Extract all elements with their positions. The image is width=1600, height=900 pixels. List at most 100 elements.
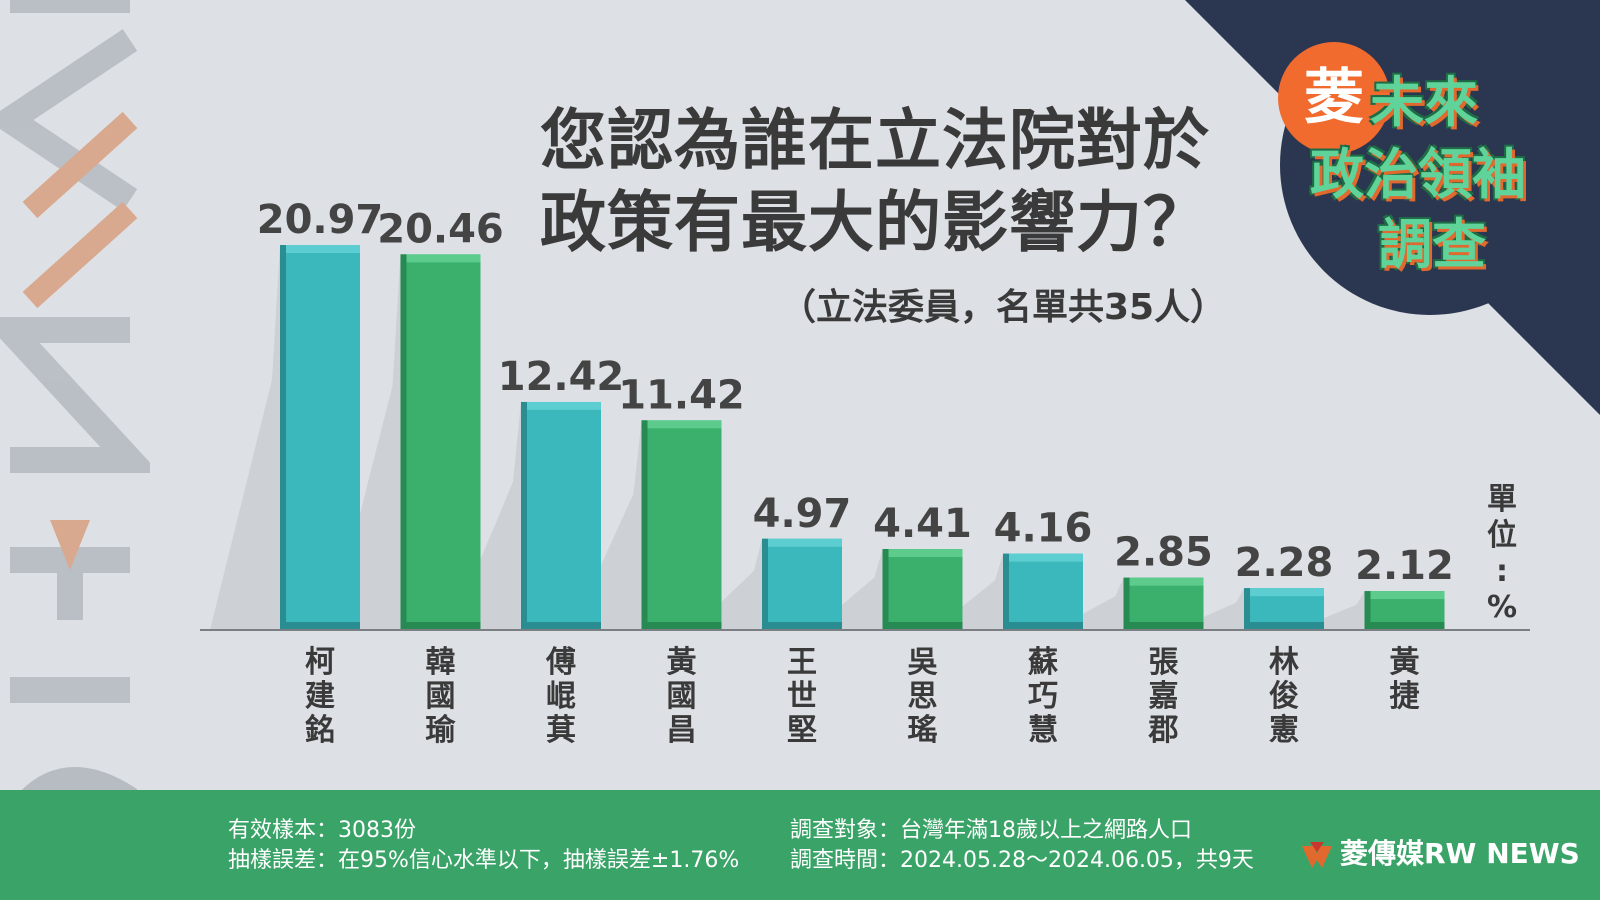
category-char: 思 — [908, 679, 938, 714]
footer-period: 調查時間：2024.05.28～2024.06.05，共9天 — [790, 848, 1254, 873]
chart-subtitle: （立法委員，名單共35人） — [780, 287, 1227, 328]
category-label: 張嘉郡 — [1148, 645, 1179, 748]
category-char: 捷 — [1390, 679, 1420, 714]
bar — [882, 549, 963, 630]
bar-side-bevel — [400, 254, 407, 630]
category-label: 傅崐萁 — [545, 645, 576, 748]
bar-韓國瑜 — [400, 254, 481, 630]
bar-top-bevel — [400, 254, 481, 263]
footer-bar: 有效樣本：3083份 抽樣誤差：在95%信心水準以下，抽樣誤差±1.76% 調查… — [0, 790, 1600, 900]
footer-sample: 有效樣本：3083份 — [228, 818, 416, 843]
bar-top-bevel — [641, 420, 722, 429]
badge-line-3: 調查 — [1378, 213, 1486, 276]
chart-title: 您認為誰在立法院對於 政策有最大的影響力？ — [540, 100, 1300, 264]
bar-黃捷 — [1364, 591, 1445, 630]
bar-shadow — [330, 254, 401, 630]
brand-name: 菱傳媒RW NEWS — [1340, 837, 1580, 870]
bar-top-bevel — [280, 245, 360, 253]
category-char: 國 — [667, 679, 697, 714]
category-label: 吳思瑤 — [908, 645, 939, 748]
category-char: 昌 — [667, 713, 697, 748]
bar-bottom-bevel — [400, 622, 481, 630]
rw-news-watermark — [0, 0, 150, 900]
bar — [1123, 577, 1204, 630]
bar-bottom-bevel — [762, 622, 842, 630]
bar-top-bevel — [1003, 553, 1083, 562]
category-char: 俊 — [1269, 679, 1299, 714]
value-label: 11.42 — [618, 372, 745, 418]
bar — [400, 254, 481, 630]
bar-side-bevel — [1123, 577, 1130, 630]
bar-蘇巧慧 — [1003, 553, 1083, 630]
category-char: 憲 — [1269, 713, 1299, 748]
bar-bottom-bevel — [641, 622, 722, 630]
category-char: 蘇 — [1028, 645, 1058, 680]
category-label: 王世堅 — [787, 645, 817, 748]
category-label: 柯建銘 — [305, 645, 335, 748]
value-label: 2.12 — [1355, 543, 1454, 589]
category-label: 韓國瑜 — [426, 645, 457, 748]
category-char: 瑜 — [426, 713, 457, 748]
category-char: 林 — [1269, 645, 1299, 680]
category-labels: 柯建銘 韓國瑜 傅崐萁 黃國昌 王世堅 吳思瑤 蘇巧慧 張嘉郡 林俊憲 黃捷 — [305, 645, 1420, 748]
bar-shadow — [1294, 591, 1365, 630]
bar-bottom-bevel — [521, 622, 601, 630]
bar-top-bevel — [762, 538, 842, 547]
category-char: 堅 — [787, 713, 817, 748]
category-char: 萁 — [546, 713, 576, 748]
value-label: 2.28 — [1235, 540, 1334, 586]
bar-side-bevel — [641, 420, 648, 630]
category-label: 黃國昌 — [667, 645, 697, 748]
category-char: 崐 — [546, 679, 576, 714]
bar-shadow — [812, 549, 883, 630]
value-label: 4.41 — [873, 501, 972, 547]
category-char: 柯 — [305, 645, 335, 680]
category-char: 瑤 — [908, 713, 938, 748]
bar-top-bevel — [1123, 577, 1204, 586]
bar-柯建銘 — [280, 245, 360, 630]
category-char: 傅 — [545, 645, 576, 680]
bar-shadow — [571, 420, 642, 630]
rw-logo-icon — [1302, 842, 1332, 868]
bar-bottom-bevel — [1003, 622, 1083, 630]
category-char: 銘 — [305, 713, 335, 748]
bar-side-bevel — [762, 538, 768, 630]
bar-shadow — [451, 401, 521, 630]
badge-line-1: 未來 — [1370, 71, 1478, 134]
bar-top-bevel — [1364, 591, 1445, 600]
bar-shadow — [1174, 588, 1244, 630]
category-label: 蘇巧慧 — [1028, 645, 1058, 748]
bar-shadow — [692, 538, 762, 630]
category-char: 郡 — [1148, 713, 1179, 748]
bar — [762, 538, 842, 630]
category-char: 王 — [787, 645, 817, 680]
category-char: 嘉 — [1149, 679, 1179, 714]
category-char: 吳 — [908, 645, 939, 680]
value-label: 12.42 — [498, 354, 625, 400]
category-char: 慧 — [1028, 713, 1058, 748]
bar-bottom-bevel — [1364, 622, 1445, 630]
category-char: 巧 — [1028, 679, 1058, 714]
bar-shadow — [1053, 577, 1124, 630]
unit-label: 單位:% — [1486, 482, 1518, 625]
bar-bottom-bevel — [1123, 622, 1204, 630]
category-char: 世 — [787, 679, 817, 714]
category-char: 黃 — [667, 645, 697, 680]
category-label: 林俊憲 — [1269, 645, 1299, 748]
bar — [280, 245, 360, 630]
bar-bottom-bevel — [1244, 622, 1324, 630]
value-label: 4.97 — [753, 491, 852, 537]
title-line-2: 政策有最大的影響力？ — [540, 184, 1210, 261]
value-label: 4.16 — [994, 506, 1093, 552]
bar-side-bevel — [1244, 588, 1250, 630]
category-char: 張 — [1149, 645, 1179, 680]
bar-吳思瑤 — [882, 549, 963, 630]
bar-top-bevel — [882, 549, 963, 558]
badge-line-2: 政治領袖 — [1310, 143, 1526, 206]
ling-badge: 菱 — [1278, 42, 1390, 154]
bar-side-bevel — [1364, 591, 1371, 630]
bar-張嘉郡 — [1123, 577, 1204, 630]
